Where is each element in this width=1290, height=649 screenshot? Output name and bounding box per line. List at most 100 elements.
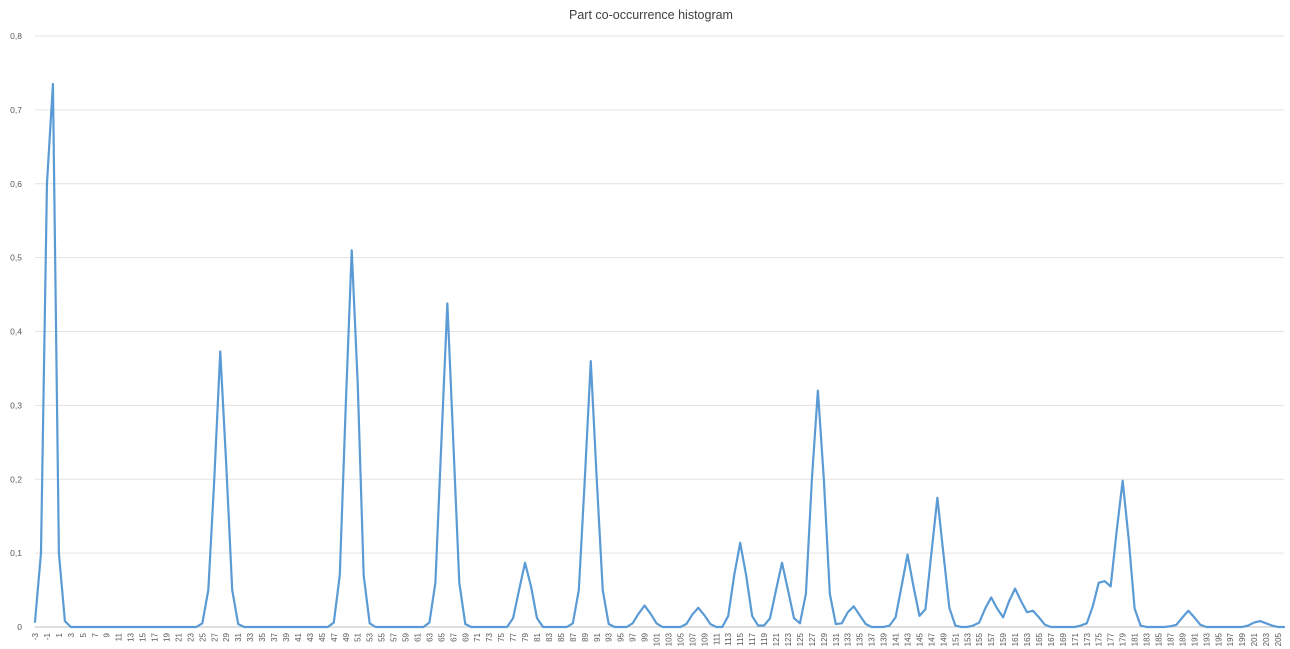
y-tick-label: 0,8 [10, 31, 22, 41]
x-tick-label: 55 [378, 632, 387, 641]
x-tick-label: 57 [390, 632, 399, 641]
x-tick-label: 9 [103, 632, 112, 637]
x-tick-label: 21 [174, 632, 183, 641]
x-tick-label: 61 [413, 632, 422, 641]
x-tick-label: 11 [115, 632, 124, 641]
chart-title: Part co-occurrence histogram [569, 8, 733, 22]
x-tick-label: 83 [545, 632, 554, 641]
x-tick-label: 195 [1214, 632, 1223, 646]
x-tick-label: 153 [963, 632, 972, 646]
x-tick-label: 165 [1035, 632, 1044, 646]
x-tick-label: 109 [700, 632, 709, 646]
x-tick-label: 101 [653, 632, 662, 646]
x-tick-label: 47 [330, 632, 339, 641]
x-tick-label: 3 [67, 632, 76, 637]
x-tick-label: 75 [497, 632, 506, 641]
x-tick-label: 77 [509, 632, 518, 641]
x-tick-label: 97 [629, 632, 638, 641]
x-tick-label: -1 [43, 632, 52, 640]
x-tick-label: 133 [844, 632, 853, 646]
x-tick-label: 187 [1166, 632, 1175, 646]
x-tick-label: 191 [1190, 632, 1199, 646]
x-tick-label: 193 [1202, 632, 1211, 646]
x-tick-label: 155 [975, 632, 984, 646]
x-tick-label: 23 [186, 632, 195, 641]
x-tick-label: 35 [258, 632, 267, 641]
y-tick-label: 0 [17, 622, 22, 632]
x-tick-label: 123 [784, 632, 793, 646]
y-tick-label: 0,4 [10, 327, 22, 337]
x-tick-label: 81 [533, 632, 542, 641]
y-tick-label: 0,3 [10, 400, 22, 410]
x-tick-label: 37 [270, 632, 279, 641]
x-tick-label: 163 [1023, 632, 1032, 646]
x-tick-label: 31 [234, 632, 243, 641]
x-tick-label: 139 [880, 632, 889, 646]
x-tick-label: 5 [79, 632, 88, 637]
x-tick-label: 89 [581, 632, 590, 641]
x-tick-label: 93 [605, 632, 614, 641]
x-tick-label: 205 [1274, 632, 1283, 646]
x-tick-label: 99 [641, 632, 650, 641]
x-tick-label: 137 [868, 632, 877, 646]
x-tick-label: 59 [402, 632, 411, 641]
gridlines [35, 35, 1284, 554]
x-tick-label: 103 [664, 632, 673, 646]
x-tick-label: 7 [91, 632, 100, 637]
x-tick-label: 199 [1238, 632, 1247, 646]
x-tick-label: 181 [1131, 632, 1140, 646]
x-tick-label: 87 [569, 632, 578, 641]
x-tick-label: 33 [246, 632, 255, 641]
x-tick-label: 79 [521, 632, 530, 641]
y-tick-label: 0,6 [10, 179, 22, 189]
x-tick-label: 19 [162, 632, 171, 641]
x-tick-label: 197 [1226, 632, 1235, 646]
x-tick-label: 151 [951, 632, 960, 646]
x-tick-label: 125 [796, 632, 805, 646]
x-tick-label: 145 [915, 632, 924, 646]
x-tick-label: 95 [617, 632, 626, 641]
x-tick-label: 45 [318, 632, 327, 641]
x-tick-label: 13 [127, 632, 136, 641]
x-tick-label: 167 [1047, 632, 1056, 646]
x-tick-label: 91 [593, 632, 602, 641]
x-tick-label: 117 [748, 632, 757, 645]
x-tick-label: 113 [724, 632, 733, 645]
y-axis-ticks: 0 0,1 0,2 0,3 0,4 0,5 0,6 0,7 0,8 [10, 31, 22, 632]
y-tick-label: 0,1 [10, 548, 22, 558]
x-tick-label: 143 [904, 632, 913, 646]
x-tick-label: 69 [461, 632, 470, 641]
y-tick-label: 0,7 [10, 105, 22, 115]
x-tick-label: 159 [999, 632, 1008, 646]
x-tick-label: 179 [1119, 632, 1128, 646]
x-tick-label: 39 [282, 632, 291, 641]
x-tick-label: 173 [1083, 632, 1092, 646]
x-tick-label: 135 [856, 632, 865, 646]
x-tick-label: 203 [1262, 632, 1271, 646]
x-tick-label: 51 [354, 632, 363, 641]
x-tick-label: -3 [31, 632, 40, 640]
x-axis-ticks: -3 -1 1 3 5 7 9 11 13 15 17 19 21 23 25 27 29 31 33 35 37 39 4… [31, 632, 1283, 646]
x-tick-label: 73 [485, 632, 494, 641]
x-tick-label: 149 [939, 632, 948, 646]
x-tick-label: 25 [198, 632, 207, 641]
x-tick-label: 185 [1155, 632, 1164, 646]
x-tick-label: 161 [1011, 632, 1020, 646]
x-tick-label: 27 [210, 632, 219, 641]
x-tick-label: 183 [1143, 632, 1152, 646]
x-tick-label: 129 [820, 632, 829, 646]
x-tick-label: 1 [55, 632, 64, 637]
x-tick-label: 63 [425, 632, 434, 641]
x-tick-label: 169 [1059, 632, 1068, 646]
x-tick-label: 189 [1178, 632, 1187, 646]
x-tick-label: 85 [557, 632, 566, 641]
x-tick-label: 29 [222, 632, 231, 641]
x-tick-label: 171 [1071, 632, 1080, 646]
x-tick-label: 141 [892, 632, 901, 646]
x-tick-label: 147 [927, 632, 936, 646]
x-tick-label: 121 [772, 632, 781, 646]
x-tick-label: 105 [676, 632, 685, 646]
x-tick-label: 41 [294, 632, 303, 641]
x-tick-label: 111 [712, 632, 721, 645]
x-tick-label: 201 [1250, 632, 1259, 646]
